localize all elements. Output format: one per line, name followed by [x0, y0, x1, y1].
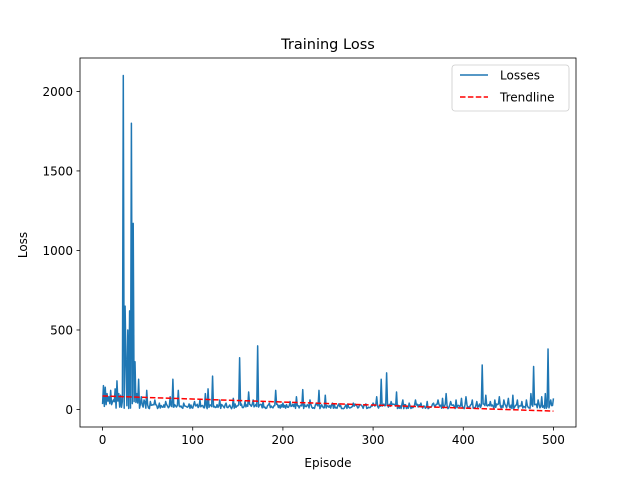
x-tick-label: 0: [99, 433, 107, 447]
y-tick-label: 1000: [42, 244, 73, 258]
x-tick-label: 500: [542, 433, 565, 447]
x-tick-label: 200: [271, 433, 294, 447]
legend-label: Trendline: [499, 91, 555, 105]
y-tick-label: 1500: [42, 164, 73, 178]
y-axis-label: Loss: [16, 232, 30, 258]
x-tick-label: 300: [362, 433, 385, 447]
x-axis-label: Episode: [304, 456, 351, 470]
x-axis-ticks: 0 100 200 300 400 500: [99, 427, 565, 447]
x-tick-label: 100: [181, 433, 204, 447]
chart-title: Training Loss: [280, 37, 375, 53]
legend-box: [451, 64, 570, 112]
y-tick-label: 2000: [42, 85, 73, 99]
y-axis-ticks: 0 500 1000 1500 2000: [42, 85, 80, 417]
axes-frame: [79, 57, 577, 428]
y-tick-label: 0: [65, 403, 73, 417]
y-tick-label: 500: [50, 323, 73, 337]
legend-label: Losses: [500, 69, 540, 83]
losses-line: [101, 74, 555, 410]
legend: Losses Trendline: [451, 64, 570, 112]
x-tick-label: 400: [452, 433, 475, 447]
trendline: [102, 395, 554, 412]
plot-area: [79, 57, 577, 428]
